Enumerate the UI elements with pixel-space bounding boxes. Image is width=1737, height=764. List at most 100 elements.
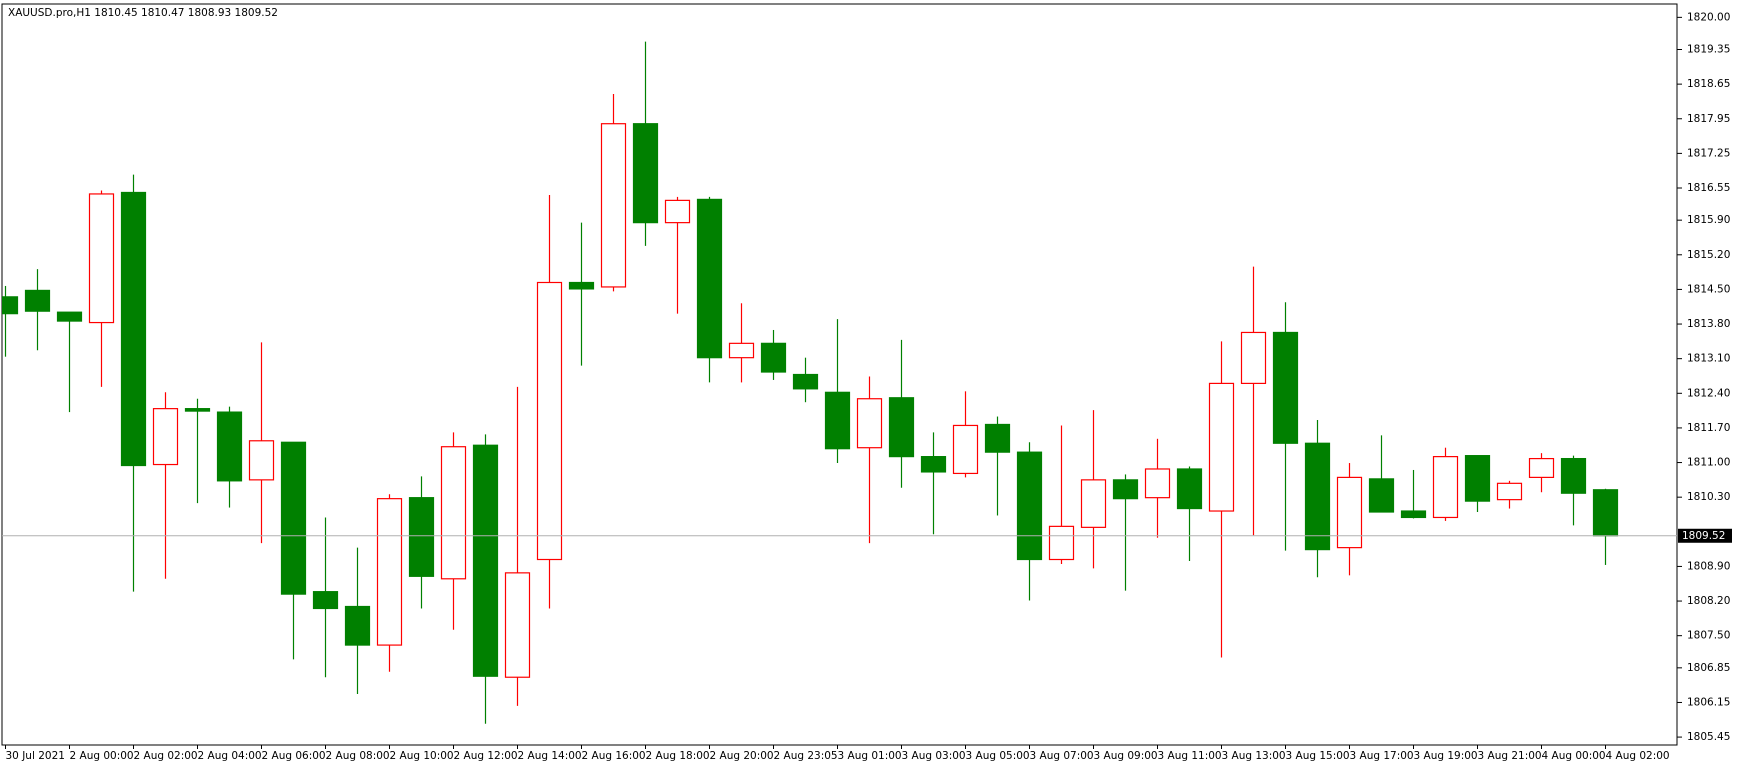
y-tick-label: 1808.90	[1687, 560, 1730, 572]
candle-body	[728, 342, 755, 359]
candle-body	[1336, 476, 1363, 549]
x-tick-label: 2 Aug 02:00	[134, 750, 198, 762]
y-tick-label: 1819.35	[1687, 44, 1730, 56]
x-tick-label: 2 Aug 06:00	[262, 750, 326, 762]
candle-body	[1272, 331, 1299, 444]
x-tick-label: 2 Aug 18:00	[646, 750, 710, 762]
candle-body	[312, 591, 339, 610]
candle-body	[1400, 510, 1427, 519]
x-tick-label: 2 Aug 20:00	[710, 750, 774, 762]
x-tick-label: 2 Aug 10:00	[390, 750, 454, 762]
x-tick-label: 2 Aug 08:00	[326, 750, 390, 762]
x-tick-label: 3 Aug 11:00	[1158, 750, 1222, 762]
candle-body	[792, 373, 819, 390]
y-tick-label: 1814.50	[1687, 283, 1730, 295]
candle-body	[376, 498, 403, 646]
candle-body	[216, 411, 243, 482]
candle-body	[24, 289, 51, 312]
y-tick-label: 1807.50	[1687, 630, 1730, 642]
y-tick-label: 1815.20	[1687, 249, 1730, 261]
x-tick-label: 3 Aug 07:00	[1030, 750, 1094, 762]
candle-body	[1208, 382, 1235, 512]
candle-body	[600, 123, 627, 288]
candle-body	[472, 444, 499, 677]
x-tick-label: 3 Aug 05:00	[966, 750, 1030, 762]
candle-body	[632, 123, 659, 224]
candle-body	[280, 441, 307, 595]
candle-body	[1112, 479, 1139, 500]
price-label: 1809.52	[1682, 530, 1725, 542]
candle-body	[824, 391, 851, 450]
candle-body	[984, 423, 1011, 453]
x-tick-label: 3 Aug 03:00	[902, 750, 966, 762]
y-tick-label: 1806.85	[1687, 662, 1730, 674]
candle-body	[1464, 455, 1491, 502]
candle-body	[504, 572, 531, 678]
x-tick-label: 2 Aug 04:00	[198, 750, 262, 762]
y-tick-label: 1806.15	[1687, 696, 1730, 708]
candle-body	[664, 199, 691, 224]
candle-body	[856, 398, 883, 449]
y-tick-label: 1811.70	[1687, 422, 1730, 434]
candle-body	[1048, 525, 1075, 561]
candle-body	[920, 456, 947, 473]
x-tick-label: 3 Aug 21:00	[1478, 750, 1542, 762]
candle-body	[1560, 457, 1587, 494]
x-tick-label: 2 Aug 00:00	[70, 750, 134, 762]
y-tick-label: 1811.00	[1687, 457, 1730, 469]
y-tick-label: 1817.95	[1687, 113, 1730, 125]
chart-title: XAUUSD.pro,H1 1810.45 1810.47 1808.93 18…	[8, 7, 278, 19]
y-tick-label: 1810.30	[1687, 491, 1730, 503]
x-tick-label: 3 Aug 15:00	[1286, 750, 1350, 762]
candle-body	[568, 281, 595, 290]
candle-body	[248, 440, 275, 481]
price-tag	[1678, 528, 1732, 543]
candle-body	[1432, 456, 1459, 519]
y-tick-label: 1817.25	[1687, 147, 1730, 159]
x-tick-label: 3 Aug 13:00	[1222, 750, 1286, 762]
candle-body	[88, 193, 115, 324]
candle-body	[1304, 442, 1331, 551]
candle-body	[1240, 331, 1267, 385]
candle-body	[344, 605, 371, 646]
x-tick-label: 3 Aug 17:00	[1350, 750, 1414, 762]
y-tick-label: 1813.80	[1687, 318, 1730, 330]
x-tick-label: 2 Aug 14:00	[518, 750, 582, 762]
candle-body	[1368, 478, 1395, 513]
candle-body	[120, 191, 147, 467]
candle-body	[56, 311, 83, 322]
x-tick-label: 3 Aug 01:00	[838, 750, 902, 762]
candle-body	[696, 198, 723, 359]
x-tick-label: 3 Aug 19:00	[1414, 750, 1478, 762]
y-tick-label: 1815.90	[1687, 214, 1730, 226]
y-tick-label: 1816.55	[1687, 182, 1730, 194]
x-tick-label: 4 Aug 00:00	[1542, 750, 1606, 762]
candles	[2, 41, 1619, 724]
y-tick-label: 1805.45	[1687, 731, 1730, 743]
candle-body	[536, 281, 563, 561]
x-tick-label: 2 Aug 16:00	[582, 750, 646, 762]
candle-body	[1144, 468, 1171, 499]
y-tick-label: 1812.40	[1687, 387, 1730, 399]
x-tick-label: 3 Aug 09:00	[1094, 750, 1158, 762]
candle-body	[2, 296, 19, 315]
x-tick-label: 4 Aug 02:00	[1606, 750, 1670, 762]
candle-body	[184, 408, 211, 412]
candle-body	[1528, 457, 1555, 478]
candle-body	[1176, 468, 1203, 510]
plot-frame	[1, 3, 1678, 746]
x-tick-label: 30 Jul 2021	[6, 750, 65, 762]
candle-body	[152, 408, 179, 466]
candle-body	[440, 446, 467, 580]
candle-body	[760, 342, 787, 373]
candle-body	[1080, 479, 1107, 528]
candle-body	[952, 424, 979, 475]
candle-body	[1592, 489, 1619, 537]
candle-body	[408, 497, 435, 577]
candle-body	[888, 397, 915, 458]
y-tick-label: 1813.10	[1687, 353, 1730, 365]
y-tick-label: 1818.65	[1687, 78, 1730, 90]
candle-body	[1016, 451, 1043, 561]
y-tick-label: 1808.20	[1687, 595, 1730, 607]
